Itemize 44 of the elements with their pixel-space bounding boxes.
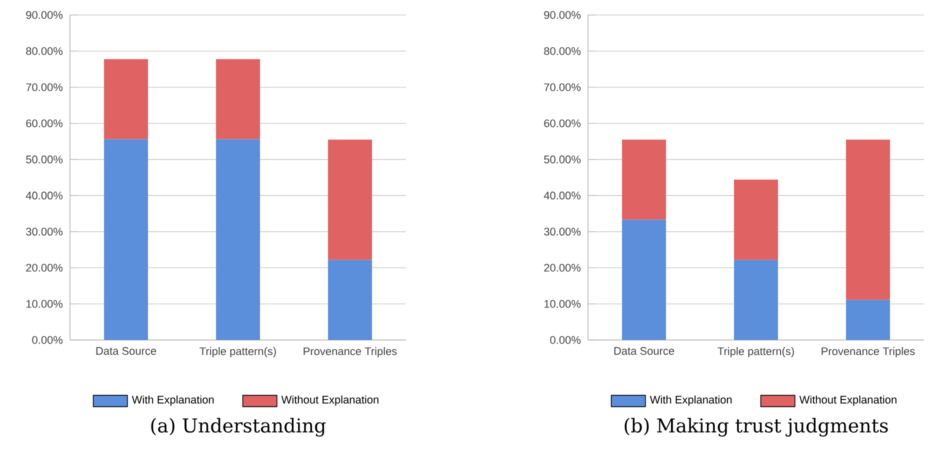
bar	[734, 260, 778, 340]
y-tick-label: 10.00%	[26, 300, 63, 308]
y-tick-label: 10.00%	[544, 300, 581, 308]
y-tick-label: 80.00%	[544, 47, 581, 55]
bar	[328, 260, 372, 340]
y-tick-label: 30.00%	[544, 228, 581, 236]
y-tick-label: 20.00%	[544, 264, 581, 272]
y-tick-label: 80.00%	[26, 47, 63, 55]
x-tick-label: Data Source	[614, 347, 674, 355]
legend-label: With Explanation	[650, 396, 732, 406]
legend-label: Without Explanation	[799, 396, 896, 406]
y-tick-label: 70.00%	[26, 83, 63, 92]
bar	[846, 140, 890, 300]
bar	[622, 220, 666, 340]
bar	[734, 180, 778, 260]
text: (b) Making trust judgments	[624, 418, 888, 437]
y-tick-label: 60.00%	[544, 119, 581, 128]
bar	[216, 59, 260, 140]
legend-label: Without Explanation	[281, 396, 378, 406]
x-tick-label: Provenance Triples	[822, 347, 915, 358]
y-tick-label: 90.00%	[544, 11, 581, 19]
x-tick-label: Triple pattern(s)	[718, 347, 794, 358]
text: (a) Understanding	[151, 418, 326, 437]
bar	[104, 139, 148, 340]
y-tick-label: 20.00%	[26, 264, 63, 272]
y-tick-label: 50.00%	[26, 156, 63, 164]
y-tick-label: 40.00%	[26, 192, 63, 200]
x-tick-label: Data Source	[96, 347, 156, 355]
x-tick-label: Provenance Triples	[304, 347, 397, 358]
y-tick-label: 40.00%	[544, 192, 581, 200]
bar	[216, 139, 260, 340]
bar	[328, 140, 372, 260]
y-tick-label: 70.00%	[544, 83, 581, 92]
bar	[846, 300, 890, 340]
x-tick-label: Triple pattern(s)	[200, 347, 276, 358]
y-tick-label: 60.00%	[26, 119, 63, 128]
y-tick-label: 30.00%	[26, 228, 63, 236]
legend-label: With Explanation	[132, 396, 214, 406]
bar	[104, 59, 148, 140]
y-tick-label: 0.00%	[550, 336, 581, 344]
y-tick-label: 90.00%	[26, 11, 63, 19]
bar	[622, 140, 666, 220]
y-tick-label: 0.00%	[32, 336, 63, 344]
y-tick-label: 50.00%	[544, 156, 581, 164]
